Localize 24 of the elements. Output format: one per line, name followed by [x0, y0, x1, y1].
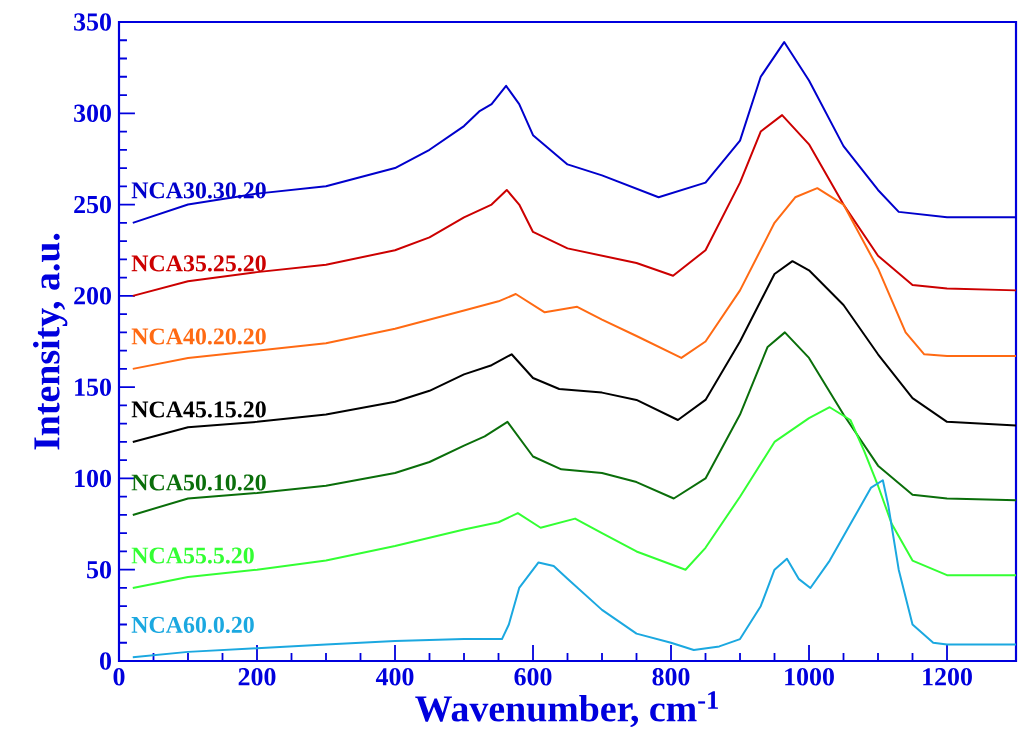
x-tick-label: 0 — [113, 668, 125, 686]
x-tick-label: 1200 — [923, 668, 972, 686]
x-tick-label: 800 — [652, 668, 690, 686]
y-tick-label: 300 — [74, 104, 111, 123]
series-label: NCA40.20.20 — [131, 328, 266, 345]
x-tick-label: 200 — [238, 668, 276, 686]
y-tick-label: 350 — [74, 13, 111, 31]
series-label: NCA60.0.20 — [131, 616, 254, 634]
y-tick-label: 200 — [74, 287, 111, 305]
series-label: NCA55.5.20 — [131, 547, 254, 564]
y-axis-title: Intensity, a.u. — [32, 233, 68, 450]
x-tick-label: 600 — [514, 668, 552, 686]
series-label: NCA50.10.20 — [131, 474, 266, 491]
x-tick-label: 1000 — [785, 668, 834, 686]
series-label: NCA30.30.20 — [131, 182, 266, 199]
y-tick-label: 0 — [100, 652, 111, 670]
y-tick-label: 100 — [75, 469, 111, 488]
y-tick-label: 250 — [74, 195, 111, 214]
y-tick-label: 150 — [75, 378, 111, 396]
series-label: NCA35.25.20 — [131, 255, 266, 272]
y-tick-label: 50 — [87, 560, 111, 579]
series-label: NCA45.15.20 — [131, 401, 266, 418]
x-tick-label: 400 — [375, 668, 414, 686]
x-axis-title: Wavenumber, cm$^{-1}$ — [415, 691, 718, 728]
